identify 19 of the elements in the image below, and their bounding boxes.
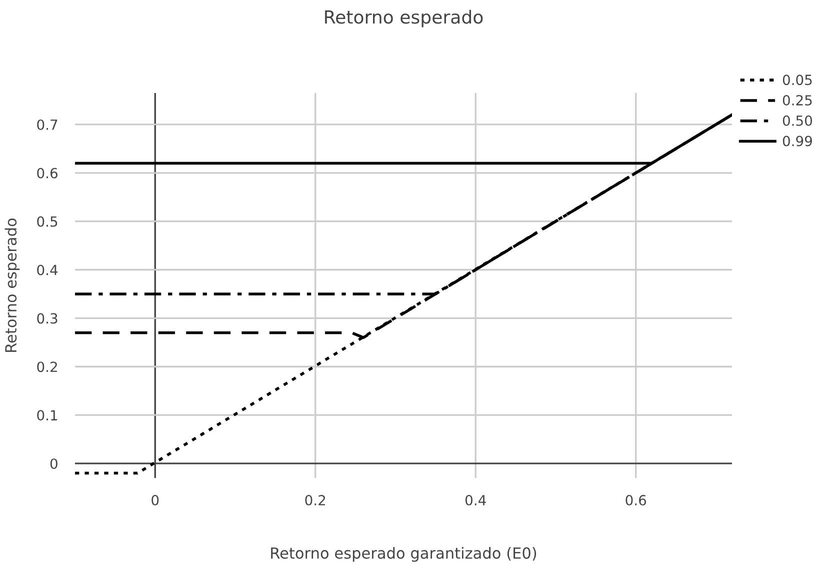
- y-axis-title: Retorno esperado: [4, 218, 20, 352]
- legend-label: 0.99: [782, 136, 812, 146]
- x-tick-label: 0.4: [465, 494, 486, 506]
- x-tick-label: 0.6: [626, 494, 646, 506]
- y-tick-label: 0.3: [37, 313, 58, 324]
- x-axis-title: Retorno esperado garantizado (E0): [271, 546, 536, 562]
- legend-label: 0.05: [782, 74, 812, 86]
- chart-title: Retorno esperado: [325, 10, 483, 28]
- x-tick-label: 0.2: [305, 494, 326, 506]
- y-tick-label: 0.7: [37, 119, 58, 130]
- y-tick-label: 0.4: [37, 264, 58, 276]
- legend-label: 0.25: [782, 95, 812, 106]
- y-tick-label: 0.2: [37, 362, 57, 372]
- y-tick-label: 0.5: [37, 216, 58, 227]
- x-tick-label: 0: [152, 494, 159, 506]
- y-tick-label: 0.1: [37, 410, 58, 421]
- legend-label: 0.50: [782, 115, 812, 126]
- y-tick-label: 0.6: [37, 168, 58, 178]
- y-tick-label: 0: [50, 458, 58, 469]
